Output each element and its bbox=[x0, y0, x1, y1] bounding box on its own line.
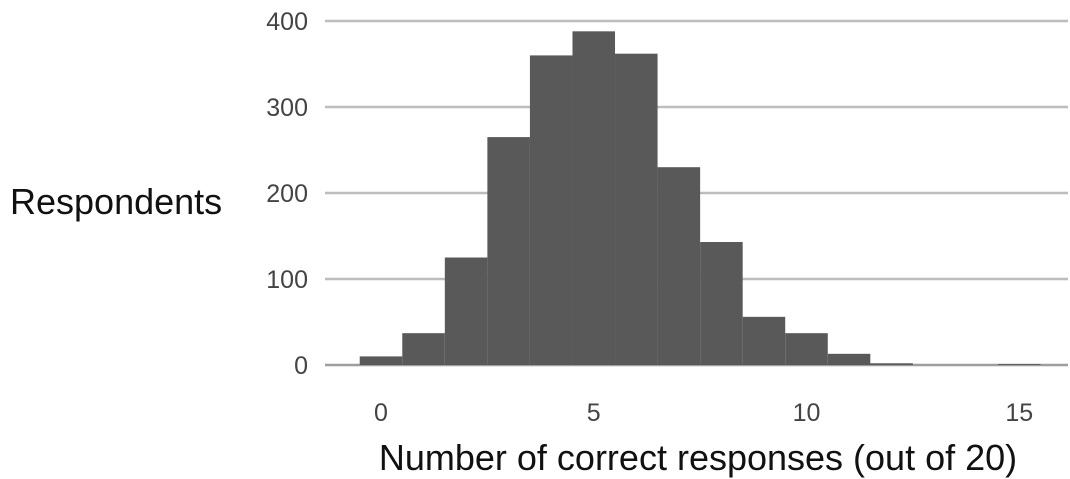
y-tick-label: 400 bbox=[266, 8, 308, 36]
x-axis-label: Number of correct responses (out of 20) bbox=[379, 437, 1017, 478]
bar-12 bbox=[870, 363, 913, 365]
x-axis-ticks: 0 5 10 15 bbox=[374, 399, 1033, 427]
bar-15 bbox=[997, 364, 1041, 365]
bar-3 bbox=[487, 137, 530, 365]
x-tick-label: 0 bbox=[374, 399, 388, 427]
bar-4 bbox=[529, 55, 573, 366]
bar-2 bbox=[444, 257, 488, 365]
y-tick-label: 200 bbox=[266, 180, 308, 208]
x-tick-label: 5 bbox=[587, 399, 601, 427]
bar-11 bbox=[827, 353, 871, 365]
bar-0 bbox=[359, 356, 403, 365]
y-tick-label: 0 bbox=[294, 352, 308, 380]
bar-6 bbox=[615, 53, 658, 366]
x-tick-label: 15 bbox=[1005, 399, 1033, 427]
bar-1 bbox=[402, 333, 445, 365]
y-axis-ticks: 0 100 200 300 400 bbox=[266, 8, 308, 380]
y-tick-label: 300 bbox=[266, 94, 308, 122]
bar-7 bbox=[657, 167, 701, 365]
y-axis-label: Respondents bbox=[10, 181, 222, 222]
bar-9 bbox=[742, 316, 786, 365]
y-tick-label: 100 bbox=[266, 266, 308, 294]
bar-5 bbox=[572, 31, 616, 365]
bar-8 bbox=[700, 242, 743, 365]
bars bbox=[359, 31, 1041, 366]
bar-10 bbox=[785, 333, 828, 365]
x-tick-label: 10 bbox=[793, 399, 821, 427]
